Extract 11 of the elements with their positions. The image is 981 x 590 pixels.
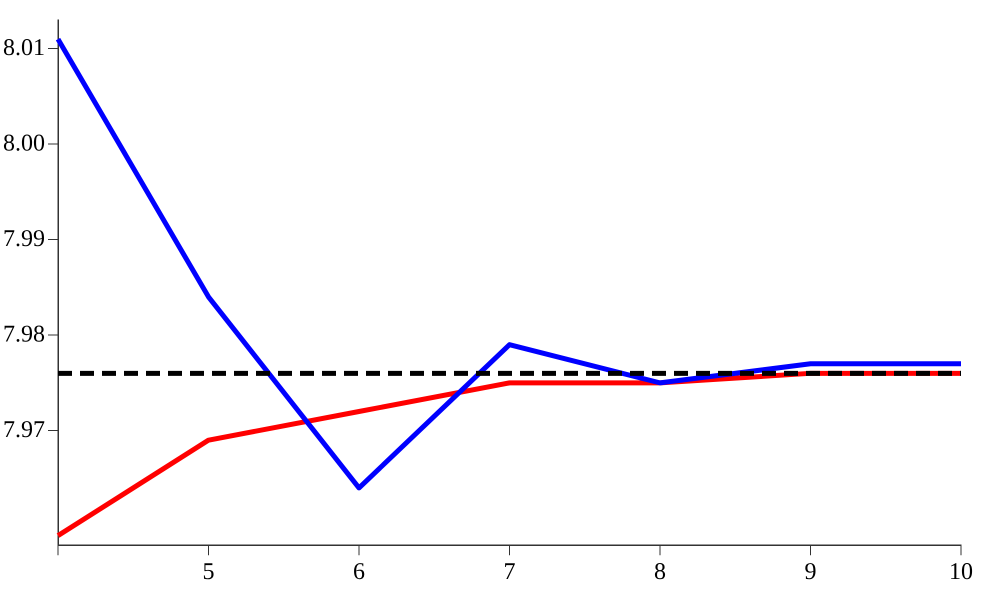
x-tick-label: 5: [202, 558, 214, 585]
y-tick-label: 8.00: [3, 130, 45, 156]
x-tick-label: 7: [504, 558, 516, 585]
x-tick-label: 10: [949, 558, 973, 585]
x-tick-label: 8: [654, 558, 666, 585]
x-tick-label: 6: [353, 558, 365, 585]
y-tick-label: 7.98: [3, 321, 45, 348]
y-tick-label: 7.99: [3, 226, 45, 252]
y-tick-label: 7.97: [3, 416, 45, 443]
y-tick-label: 8.01: [3, 34, 45, 61]
x-tick-label: 9: [804, 558, 816, 585]
